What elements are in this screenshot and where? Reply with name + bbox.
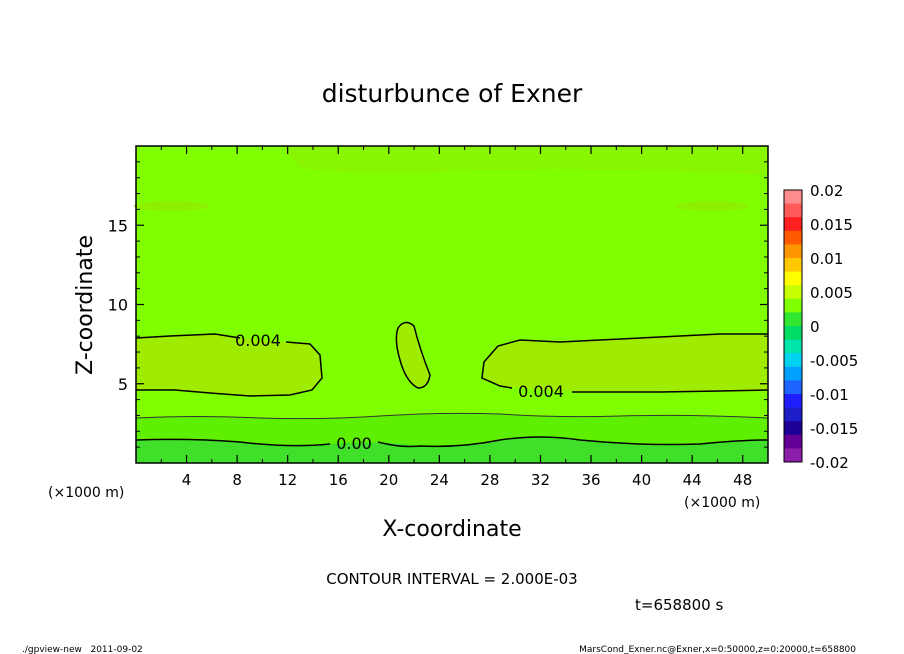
colorbar-swatch bbox=[784, 298, 802, 313]
x-tick-label: 44 bbox=[683, 471, 702, 489]
x-axis-label: X-coordinate bbox=[382, 517, 521, 542]
colorbar-swatch bbox=[784, 230, 802, 245]
colorbar-label: 0 bbox=[810, 318, 820, 336]
x-tick-label: 4 bbox=[182, 471, 192, 489]
colorbar: 0.02 0.015 0.01 0.005 0 -0.005 -0.01 -0.015 -0.0… bbox=[783, 182, 858, 472]
colorbar-swatch bbox=[784, 380, 802, 395]
chart-title: disturbunce of Exner bbox=[322, 79, 583, 108]
region-right bbox=[482, 334, 768, 392]
colorbar-swatch bbox=[784, 366, 802, 381]
contour-right bbox=[481, 333, 769, 393]
band-lower-2 bbox=[136, 437, 768, 463]
y-axis: 5 10 15 bbox=[108, 161, 768, 448]
field-background bbox=[136, 146, 768, 463]
x-axis: 4 8 12 16 20 24 28 32 36 40 44 48 bbox=[160, 146, 752, 489]
colorbar-swatch bbox=[784, 244, 802, 259]
x-tick-label: 24 bbox=[430, 471, 449, 489]
footer-right: MarsCond_Exner.nc@Exner,x=0:50000,z=0:20… bbox=[579, 645, 856, 654]
colorbar-label: -0.02 bbox=[810, 454, 849, 472]
colorbar-swatch bbox=[784, 339, 802, 354]
contour-label-left: 0.004 bbox=[235, 331, 281, 350]
x-tick-label: 36 bbox=[581, 471, 600, 489]
colorbar-label: 0.015 bbox=[810, 216, 853, 234]
contour-zero bbox=[135, 436, 769, 448]
footer-left: ./gpview-new 2011-09-02 bbox=[22, 645, 143, 654]
colorbar-label: 0.02 bbox=[810, 182, 843, 200]
x-tick-label: 8 bbox=[232, 471, 242, 489]
x-tick-label: 12 bbox=[278, 471, 297, 489]
x-tick-label: 40 bbox=[632, 471, 651, 489]
colorbar-frame bbox=[783, 189, 803, 463]
colorbar-swatch bbox=[784, 312, 802, 327]
time-label: t=658800 s bbox=[635, 596, 723, 614]
x-tick-label: 20 bbox=[379, 471, 398, 489]
y-tick-label: 15 bbox=[108, 216, 128, 235]
field-upper-band bbox=[280, 146, 768, 175]
colorbar-label: -0.01 bbox=[810, 386, 849, 404]
colorbar-swatch bbox=[784, 448, 802, 463]
colorbar-swatch bbox=[784, 271, 802, 286]
x-tick-label: 32 bbox=[531, 471, 550, 489]
x-unit-label: (×1000 m) bbox=[684, 495, 760, 511]
colorbar-swatch bbox=[784, 285, 802, 300]
colorbar-swatch bbox=[784, 203, 802, 218]
contour-label-zero: 0.00 bbox=[336, 434, 372, 453]
colorbar-swatch bbox=[784, 434, 802, 449]
colorbar-swatch bbox=[784, 421, 802, 436]
colorbar-label: 0.005 bbox=[810, 284, 853, 302]
colorbar-label: -0.015 bbox=[810, 420, 858, 438]
contour-center bbox=[395, 321, 431, 389]
colorbar-label: 0.01 bbox=[810, 250, 843, 268]
x-tick-label: 48 bbox=[733, 471, 752, 489]
contour-interval: CONTOUR INTERVAL = 2.000E-03 bbox=[326, 570, 577, 588]
contour-label-right: 0.004 bbox=[518, 382, 564, 401]
x-tick-label: 28 bbox=[480, 471, 499, 489]
contour-left bbox=[135, 333, 323, 397]
plot-area: 0.004 0.004 0.00 bbox=[134, 145, 769, 464]
contour-thin bbox=[135, 412, 769, 420]
colorbar-label: -0.005 bbox=[810, 352, 858, 370]
y-tick-label: 10 bbox=[108, 296, 128, 315]
colorbar-swatch bbox=[784, 326, 802, 341]
colorbar-swatch bbox=[784, 258, 802, 273]
colorbar-swatch bbox=[784, 353, 802, 368]
x-tick-label: 16 bbox=[329, 471, 348, 489]
field-patch-left bbox=[134, 201, 210, 211]
y-axis-label: Z-coordinate bbox=[73, 235, 98, 375]
region-left bbox=[136, 334, 322, 396]
colorbar-swatch bbox=[784, 407, 802, 422]
field-patch-right bbox=[676, 201, 748, 211]
colorbar-swatch bbox=[784, 394, 802, 409]
colorbar-swatch bbox=[784, 217, 802, 232]
colorbar-swatch bbox=[784, 190, 802, 205]
y-tick-label: 5 bbox=[118, 375, 128, 394]
y-unit-label: (×1000 m) bbox=[48, 485, 124, 501]
